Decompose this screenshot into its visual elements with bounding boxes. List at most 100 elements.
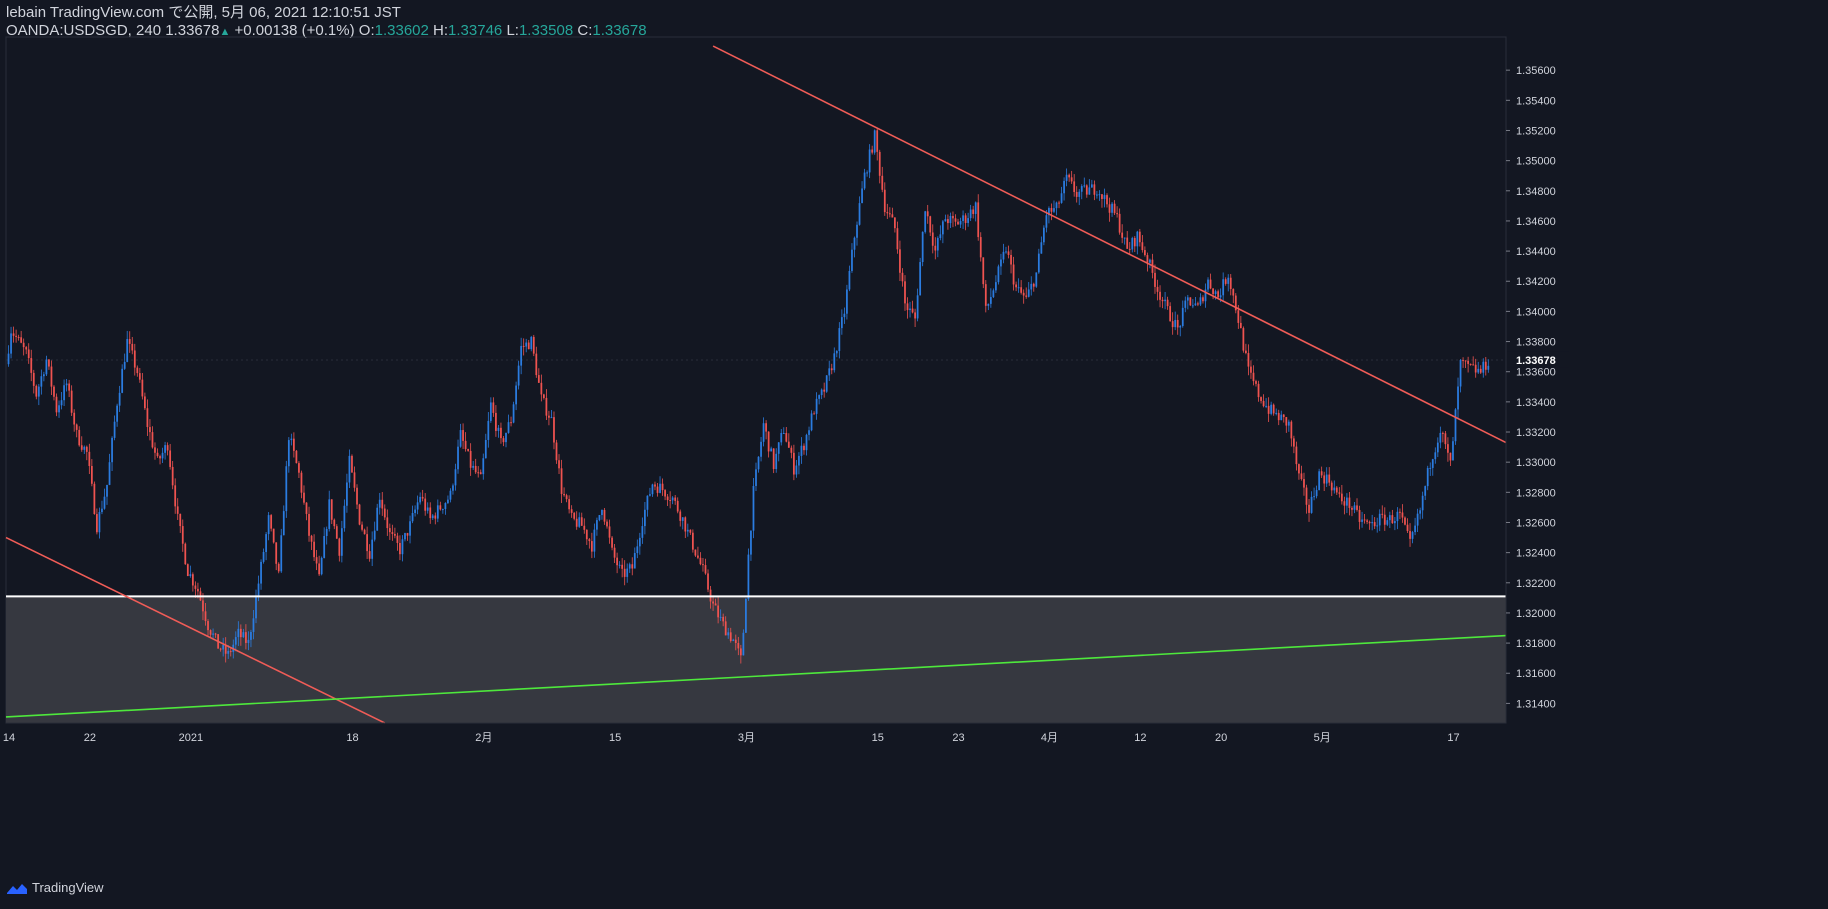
candle-body: [55, 396, 58, 413]
candle-body: [409, 521, 411, 536]
candle-body: [611, 537, 613, 548]
green-trendline[interactable]: [5, 634, 1507, 718]
candle-body: [846, 289, 848, 314]
candle-body: [257, 583, 260, 597]
candle-body: [1048, 208, 1050, 216]
candle-body: [212, 633, 214, 635]
candle-body: [118, 392, 121, 406]
candle-body: [835, 350, 838, 354]
candle-body: [732, 639, 735, 641]
candle-body: [790, 447, 793, 453]
candle-body: [1118, 213, 1121, 233]
candle-body: [590, 541, 593, 552]
candle-body: [1055, 202, 1058, 209]
candle-body: [467, 449, 470, 451]
price-tick-label: 1.31400: [1516, 698, 1556, 710]
candle-body: [997, 266, 1000, 283]
candle-body: [1290, 421, 1293, 439]
candle-body: [742, 632, 745, 656]
candle-body: [714, 603, 717, 606]
candle-body: [123, 361, 126, 369]
tradingview-brand[interactable]: TradingView: [6, 880, 104, 895]
candle-body: [580, 517, 583, 526]
open-label: O:: [358, 22, 375, 39]
candle-body: [1045, 215, 1048, 228]
candle-body: [149, 427, 151, 433]
price-tick-label: 1.32200: [1516, 578, 1556, 590]
candle-body: [601, 509, 603, 516]
candle-body: [32, 372, 35, 386]
candle-body: [548, 415, 550, 418]
candle-body: [929, 216, 932, 233]
candle-body: [406, 533, 409, 536]
candle-body: [787, 441, 790, 448]
time-tick-label: 17: [1447, 732, 1459, 744]
candle-body: [1194, 303, 1197, 306]
candle-body: [53, 386, 55, 397]
candle-body: [1366, 520, 1368, 522]
candle-body: [308, 513, 310, 536]
candle-body: [1298, 464, 1300, 474]
candle-body: [573, 512, 576, 519]
candle-body: [646, 495, 649, 510]
candle-body: [848, 270, 851, 290]
candle-body: [717, 605, 720, 618]
candle-body: [58, 405, 60, 413]
candle-body: [1080, 186, 1083, 192]
close-value: 1.33678: [592, 22, 647, 39]
candle-body: [1212, 288, 1214, 294]
candle-body: [671, 497, 674, 501]
up-arrow-icon: ▲: [219, 26, 231, 38]
candle-body: [1171, 321, 1174, 328]
candle-body: [628, 564, 631, 569]
candle-body: [333, 519, 336, 527]
candle-body: [22, 342, 25, 348]
candle-body: [578, 517, 581, 527]
candle-body: [1035, 272, 1038, 287]
candle-body: [1310, 496, 1313, 513]
candle-body: [1068, 174, 1071, 178]
candle-body: [1078, 191, 1081, 197]
candle-body: [1037, 253, 1040, 273]
candle-body: [613, 547, 616, 558]
candle-body: [926, 211, 929, 217]
candle-body: [126, 339, 129, 362]
open-value: 1.33602: [374, 22, 429, 39]
candle-body: [1149, 259, 1151, 263]
candle-body: [363, 529, 366, 535]
candle-body: [1391, 515, 1394, 524]
candle-body: [1282, 414, 1285, 418]
upper-trendline[interactable]: [712, 45, 1507, 444]
candle-body: [934, 245, 937, 251]
candle-body: [1487, 365, 1490, 370]
candle-body: [335, 526, 338, 539]
candle-body: [1343, 501, 1346, 506]
candle-body: [1434, 452, 1437, 460]
candle-body: [75, 424, 78, 430]
candle-body: [679, 511, 682, 521]
time-tick-label: 18: [346, 732, 358, 744]
candle-body: [166, 445, 169, 451]
candle-body: [144, 396, 146, 409]
candle-body: [636, 546, 639, 554]
candle-body: [169, 450, 172, 467]
candle-body: [1394, 521, 1396, 524]
candle-body: [820, 389, 823, 396]
candle-body: [641, 526, 644, 538]
last-price-tag: [1507, 351, 1569, 368]
candle-body: [856, 224, 858, 238]
candle-body: [383, 508, 386, 518]
candle-body: [563, 493, 565, 496]
lower-trendline[interactable]: [5, 536, 386, 724]
tradingview-logo-icon: [7, 883, 27, 894]
candle-body: [815, 398, 818, 414]
candle-body: [813, 413, 815, 415]
candle-body: [1267, 405, 1270, 414]
candle-body: [858, 203, 861, 225]
candle-body: [661, 483, 664, 491]
candle-body: [904, 281, 906, 304]
candle-body: [588, 539, 591, 542]
candle-body: [1338, 492, 1341, 494]
candle-body: [204, 611, 207, 622]
